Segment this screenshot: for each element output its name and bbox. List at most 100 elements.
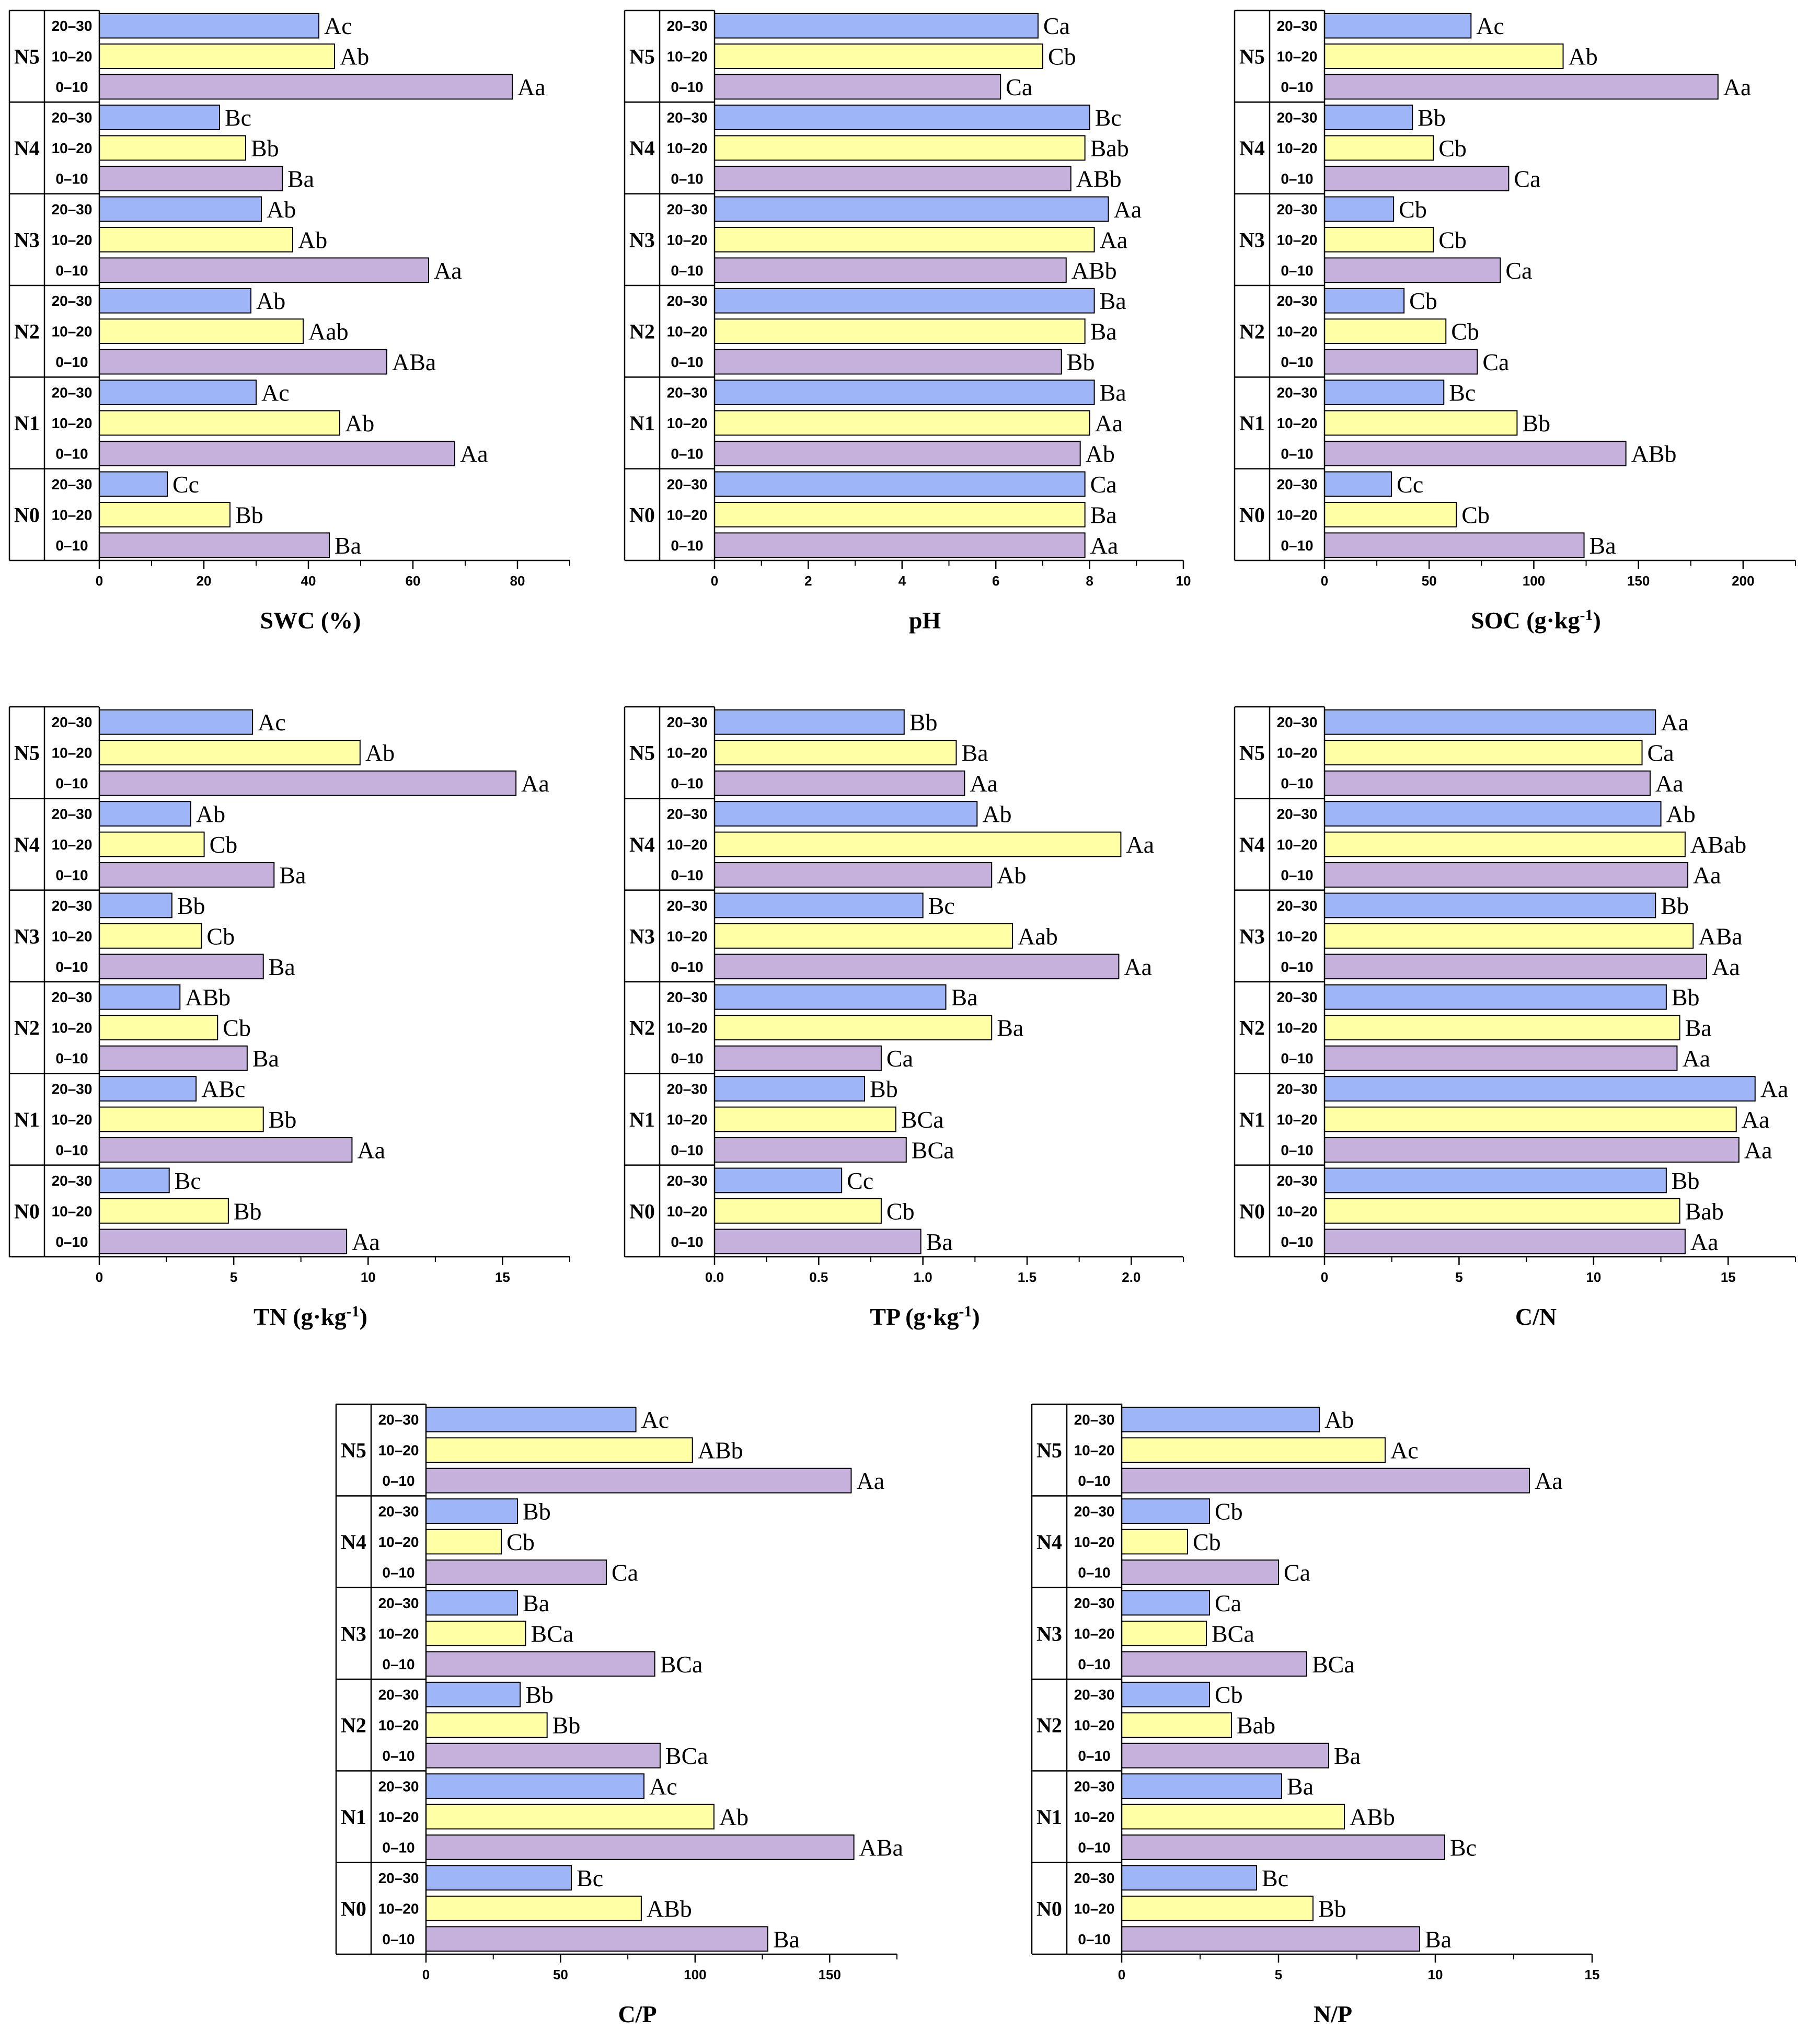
significance-label: Bb <box>909 709 938 736</box>
significance-label: BCa <box>901 1106 944 1133</box>
x-axis-label: C/P <box>618 2001 656 2027</box>
significance-label: Bb <box>870 1076 898 1103</box>
treatment-label: N2 <box>14 1016 40 1040</box>
significance-label: ABa <box>392 349 436 375</box>
depth-label: 10–20 <box>52 1111 93 1128</box>
significance-label: Aa <box>1535 1467 1563 1494</box>
depth-label: 10–20 <box>378 1442 419 1459</box>
treatment-label: N3 <box>1239 228 1265 251</box>
depth-label: 20–30 <box>1277 898 1318 914</box>
x-tick-label: 15 <box>495 1269 510 1285</box>
bar <box>714 441 1081 466</box>
significance-label: Cb <box>223 1015 251 1041</box>
depth-label: 10–20 <box>1277 415 1318 431</box>
depth-label: 20–30 <box>1277 201 1318 217</box>
chart-panel: N5 20–30 Ca 10–20 Cb 0–10 Ca N4 20–30 Bc 10–20 Bab 0… <box>624 9 1191 634</box>
bar <box>1324 441 1627 466</box>
significance-label: Bc <box>1450 1834 1477 1861</box>
bar <box>99 831 205 857</box>
bar <box>99 770 517 796</box>
depth-label: 20–30 <box>667 806 708 822</box>
significance-label: Ac <box>324 13 352 39</box>
treatment-label: N0 <box>1036 1897 1062 1920</box>
depth-label: 20–30 <box>378 1412 419 1428</box>
bar <box>1324 196 1395 222</box>
depth-label: 20–30 <box>1277 18 1318 34</box>
bar <box>714 196 1109 222</box>
treatment-label: N3 <box>14 924 40 948</box>
bar <box>1324 709 1656 735</box>
significance-label: Bb <box>525 1681 554 1708</box>
significance-label: Cb <box>1461 501 1490 528</box>
depth-label: 0–10 <box>671 537 703 554</box>
x-tick-label: 4 <box>899 573 906 589</box>
significance-label: Ab <box>267 196 296 223</box>
bar <box>1324 135 1434 161</box>
depth-label: 20–30 <box>52 293 93 309</box>
bar <box>425 1804 715 1830</box>
bar <box>714 318 1086 345</box>
depth-label: 0–10 <box>1281 262 1313 279</box>
bar <box>1121 1437 1386 1463</box>
x-tick-label: 2.0 <box>1122 1269 1141 1285</box>
significance-label: Bc <box>1449 380 1476 406</box>
x-tick-label: 100 <box>1523 573 1545 589</box>
treatment-label: N1 <box>1239 1108 1265 1131</box>
depth-label: 10–20 <box>1074 1534 1115 1550</box>
bar <box>1324 801 1662 827</box>
significance-label: Ca <box>1648 740 1674 766</box>
depth-label: 20–30 <box>52 989 93 1005</box>
significance-label: Ab <box>365 740 395 766</box>
significance-label: Aa <box>1655 770 1684 797</box>
depth-label: 10–20 <box>378 1534 419 1550</box>
bar <box>1324 954 1708 980</box>
bar <box>1324 1015 1680 1041</box>
treatment-label: N1 <box>629 411 655 435</box>
bar <box>1121 1804 1345 1830</box>
depth-label: 10–20 <box>52 232 93 248</box>
depth-label: 0–10 <box>1281 959 1313 975</box>
bar <box>99 471 168 497</box>
bar <box>714 226 1095 253</box>
significance-label: Ba <box>1425 1926 1452 1953</box>
bar <box>1121 1742 1329 1769</box>
depth-label: 0–10 <box>55 959 88 975</box>
significance-label: Aa <box>521 770 549 797</box>
depth-label: 0–10 <box>1078 1564 1110 1580</box>
significance-label: Cb <box>1438 226 1467 253</box>
significance-label: Aa <box>352 1229 380 1255</box>
significance-label: Ab <box>196 801 225 828</box>
significance-label: Bb <box>552 1712 581 1739</box>
treatment-label: N5 <box>14 45 40 68</box>
treatment-label: N4 <box>14 833 40 856</box>
significance-label: Ac <box>258 709 286 736</box>
significance-label: Aa <box>517 74 546 100</box>
treatment-label: N2 <box>629 320 655 343</box>
bar <box>1324 318 1447 345</box>
depth-label: 10–20 <box>378 1809 419 1825</box>
depth-label: 20–30 <box>52 201 93 217</box>
depth-label: 10–20 <box>378 1717 419 1734</box>
treatment-label: N4 <box>14 136 40 160</box>
depth-label: 0–10 <box>55 867 88 883</box>
significance-label: Aa <box>434 257 462 284</box>
treatment-label: N0 <box>14 503 40 526</box>
significance-label: Bb <box>1318 1895 1346 1922</box>
treatment-label: N3 <box>14 228 40 251</box>
depth-label: 0–10 <box>671 1234 703 1250</box>
treatment-label: N5 <box>341 1439 366 1462</box>
significance-label: Aa <box>1682 1045 1710 1072</box>
chart-panel: N5 20–30 Ac 10–20 Ab 0–10 Aa N4 20–30 Bc 10–20 Bb 0–… <box>8 9 570 634</box>
depth-label: 0–10 <box>671 170 703 187</box>
bar <box>99 135 246 161</box>
bar <box>1121 1590 1210 1616</box>
depth-label: 10–20 <box>667 507 708 523</box>
depth-label: 0–10 <box>55 354 88 370</box>
depth-label: 0–10 <box>1078 1839 1110 1855</box>
depth-label: 0–10 <box>671 1050 703 1066</box>
x-tick-label: 80 <box>510 573 525 589</box>
x-tick-label: 1.0 <box>914 1269 932 1285</box>
significance-label: Ba <box>279 862 306 888</box>
significance-label: Cb <box>1409 288 1437 314</box>
significance-label: Ca <box>1043 13 1070 39</box>
